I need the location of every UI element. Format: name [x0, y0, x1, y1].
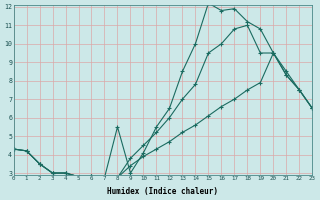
X-axis label: Humidex (Indice chaleur): Humidex (Indice chaleur): [108, 187, 219, 196]
